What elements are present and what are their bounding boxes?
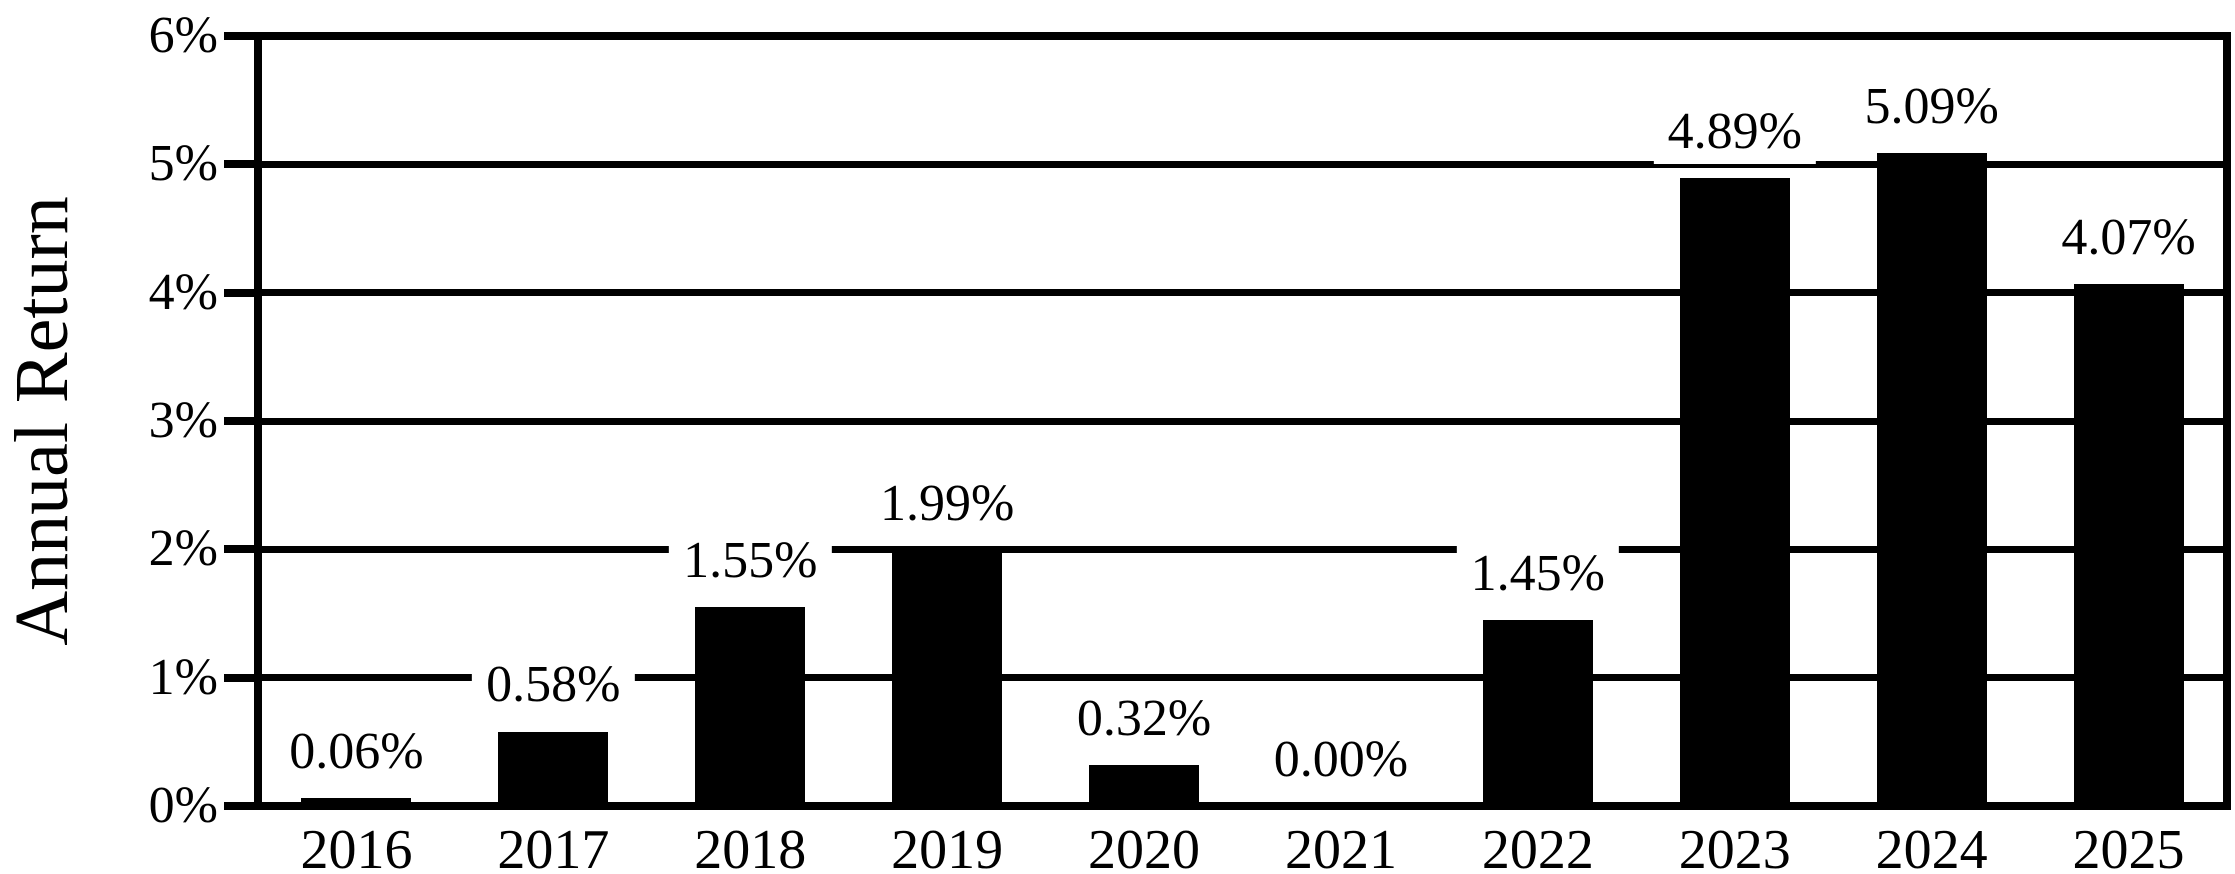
bar-value-label: 0.00% [1259, 726, 1423, 792]
y-tick-label: 1% [148, 648, 218, 706]
bar-value-label: 0.06% [275, 719, 438, 785]
x-tick-label: 2025 [2072, 819, 2185, 874]
y-tick-5pct [224, 160, 258, 169]
y-tick-6pct [224, 32, 258, 40]
y-tick-0pct [224, 802, 258, 810]
bar-2025 [2073, 283, 2184, 810]
y-tick-4pct [224, 288, 258, 297]
gridline-3pct [258, 417, 2227, 425]
y-tick-label: 5% [148, 135, 218, 193]
gridline-5pct [258, 160, 2227, 168]
bar-2024 [1876, 152, 1987, 810]
bar-2023 [1679, 178, 1790, 810]
y-tick-label: 2% [148, 520, 218, 578]
x-tick-label: 2020 [1088, 819, 1201, 874]
bar-value-label: 4.07% [2047, 204, 2210, 270]
bar-value-label: 0.58% [472, 652, 635, 718]
x-tick-label: 2022 [1481, 819, 1594, 874]
bar-value-label: 1.99% [865, 471, 1029, 537]
y-tick-3pct [224, 417, 258, 425]
bar-value-label: 4.89% [1653, 99, 1816, 165]
y-tick-label: 0% [148, 777, 218, 834]
x-tick-label: 2024 [1875, 819, 1988, 874]
bar-2017 [498, 731, 609, 810]
gridline-1pct [258, 674, 2227, 682]
bar-value-label: 1.45% [1456, 540, 1620, 606]
x-tick-label: 2021 [1284, 819, 1397, 874]
gridline-4pct [258, 289, 2227, 297]
bar-value-label: 1.55% [669, 527, 832, 594]
bar-2022 [1482, 619, 1593, 810]
y-tick-label: 6% [148, 7, 218, 64]
x-tick-label: 2016 [300, 819, 413, 874]
bar-2020 [1089, 764, 1200, 810]
gridline-2pct [258, 545, 2227, 553]
bar-value-label: 0.32% [1062, 685, 1226, 751]
plot-area [254, 32, 2231, 810]
x-tick-label: 2017 [497, 819, 610, 874]
x-tick-label: 2018 [694, 819, 807, 874]
y-tick-label: 3% [148, 392, 218, 449]
y-tick-2pct [224, 545, 258, 554]
bar-2018 [695, 607, 806, 810]
x-tick-label: 2023 [1678, 819, 1791, 874]
bar-2016 [301, 798, 412, 810]
x-tick-label: 2019 [891, 819, 1004, 874]
y-tick-label: 4% [148, 263, 218, 321]
y-axis-title: Annual Return [0, 196, 84, 646]
y-tick-1pct [224, 673, 258, 682]
bar-value-label: 5.09% [1850, 73, 2013, 139]
bar-2019 [892, 550, 1003, 810]
